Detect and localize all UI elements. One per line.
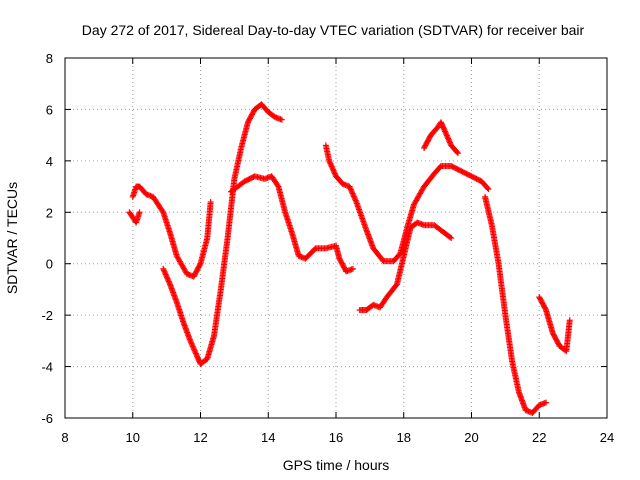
data-point xyxy=(542,305,549,312)
y-axis-label: SDTVAR / TECUs xyxy=(4,182,20,294)
x-axis-label: GPS time / hours xyxy=(283,457,390,473)
chart-title: Day 272 of 2017, Sidereal Day-to-day VTE… xyxy=(82,22,585,38)
y-tick-label: 6 xyxy=(46,102,53,117)
data-points xyxy=(126,101,573,416)
y-tick-label: 4 xyxy=(46,154,53,169)
x-tick-label: 20 xyxy=(464,430,478,445)
x-tick-label: 14 xyxy=(261,430,275,445)
y-tick-label: -4 xyxy=(41,360,53,375)
data-point xyxy=(453,149,460,156)
y-tick-label: 0 xyxy=(46,257,53,272)
data-point xyxy=(159,208,166,214)
data-point xyxy=(207,199,214,205)
data-point xyxy=(454,150,461,157)
grid-lines xyxy=(65,58,607,418)
y-tick-label: 2 xyxy=(46,205,53,220)
x-tick-label: 16 xyxy=(329,430,343,445)
data-point xyxy=(274,182,281,189)
x-tick-label: 24 xyxy=(600,430,614,445)
data-point xyxy=(393,282,400,289)
y-tick-label: -6 xyxy=(41,411,53,426)
data-point xyxy=(196,262,203,268)
data-point xyxy=(278,116,285,123)
y-tick-label: -2 xyxy=(41,308,53,323)
x-tick-label: 10 xyxy=(126,430,140,445)
data-point xyxy=(447,234,454,241)
x-tick-label: 22 xyxy=(532,430,546,445)
data-point xyxy=(566,317,573,324)
data-point xyxy=(485,186,492,193)
y-tick-label: 8 xyxy=(46,51,53,66)
data-point xyxy=(543,399,550,406)
x-tick-label: 12 xyxy=(193,430,207,445)
data-point xyxy=(136,209,143,216)
x-tick-label: 8 xyxy=(61,430,68,445)
data-point xyxy=(349,265,356,272)
x-tick-label: 18 xyxy=(397,430,411,445)
data-point xyxy=(484,185,491,192)
data-point xyxy=(448,235,455,241)
